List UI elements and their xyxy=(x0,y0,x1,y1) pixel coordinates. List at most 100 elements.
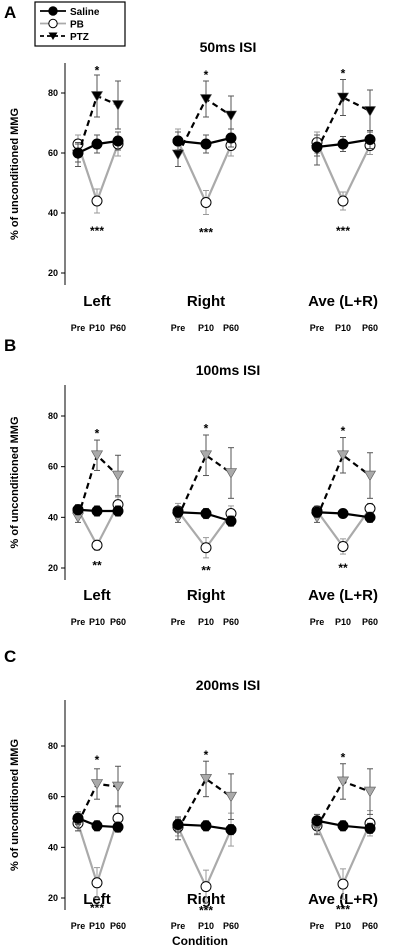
condition-label: P10 xyxy=(89,617,105,627)
data-point xyxy=(200,138,212,150)
condition-label: P60 xyxy=(110,921,126,931)
legend-label: Saline xyxy=(70,7,100,18)
data-point xyxy=(90,779,104,790)
panels: A 50ms ISI 20 40 60 80 % of unconditioned MMG L… xyxy=(4,3,378,931)
y-tick-label: 60 xyxy=(48,148,58,158)
group-label: Left xyxy=(83,293,111,310)
data-point xyxy=(112,821,124,833)
condition-label: Pre xyxy=(310,323,325,333)
significance-label: ** xyxy=(201,564,211,578)
group-label: Left xyxy=(83,891,111,908)
condition-label: Pre xyxy=(171,617,186,627)
group-label: Left xyxy=(83,587,111,604)
series-pb xyxy=(72,805,376,904)
condition-label: Pre xyxy=(71,921,86,931)
data-point xyxy=(172,819,184,831)
data-point xyxy=(337,540,349,552)
panel-b: B 100ms ISI 20 40 60 80 % of unconditioned MMG… xyxy=(4,336,378,627)
y-axis-label: % of unconditioned MMG xyxy=(9,739,21,871)
series-line xyxy=(315,453,371,518)
y-axis-label: % of unconditioned MMG xyxy=(9,108,21,240)
condition-label: Pre xyxy=(71,617,86,627)
data-point xyxy=(224,110,238,122)
group-label: Ave (L+R) xyxy=(308,587,378,604)
legend-entry-ptz: PTZ xyxy=(40,32,89,43)
panel-c: C 200ms ISI 20 40 60 80 % of unconditioned MMG… xyxy=(4,647,378,931)
condition-label: P60 xyxy=(223,921,239,931)
data-point xyxy=(364,134,376,145)
data-point xyxy=(91,877,103,889)
condition-label: Pre xyxy=(171,323,186,333)
data-point xyxy=(337,138,349,150)
condition-label: P10 xyxy=(89,921,105,931)
significance-label: * xyxy=(341,67,346,81)
condition-label: Pre xyxy=(71,323,86,333)
data-point xyxy=(225,132,237,144)
data-point xyxy=(111,781,125,793)
data-point xyxy=(363,470,377,482)
data-point xyxy=(200,820,212,832)
data-point xyxy=(363,786,377,798)
y-tick-label: 80 xyxy=(48,411,58,421)
data-point xyxy=(91,195,103,207)
legend-entry-saline: Saline xyxy=(40,6,100,18)
data-point xyxy=(91,539,103,551)
significance-label: * xyxy=(341,750,346,764)
data-point xyxy=(200,508,212,520)
condition-label: P10 xyxy=(198,617,214,627)
data-point xyxy=(337,820,349,832)
series-line xyxy=(77,782,119,824)
data-point xyxy=(311,506,323,518)
y-tick-label: 80 xyxy=(48,88,58,98)
significance-label: ** xyxy=(92,558,102,572)
data-point xyxy=(224,468,238,479)
data-point xyxy=(90,450,104,461)
condition-label: P60 xyxy=(223,323,239,333)
panel-title: 50ms ISI xyxy=(200,39,257,55)
data-point xyxy=(112,135,124,147)
data-point xyxy=(364,511,376,523)
data-point xyxy=(91,138,103,150)
data-point xyxy=(311,815,323,827)
data-point xyxy=(336,776,350,788)
data-point xyxy=(337,195,349,207)
legend-label: PB xyxy=(70,20,84,31)
condition-label: P60 xyxy=(110,617,126,627)
significance-label: *** xyxy=(336,902,350,916)
panel-title: 200ms ISI xyxy=(196,677,261,693)
panel-label: C xyxy=(4,647,16,666)
data-point xyxy=(200,881,212,893)
condition-label: Pre xyxy=(171,921,186,931)
condition-label: P60 xyxy=(362,921,378,931)
y-tick-label: 60 xyxy=(48,462,58,472)
data-point xyxy=(311,141,323,153)
condition-label: P60 xyxy=(362,323,378,333)
y-tick-label: 40 xyxy=(48,512,58,522)
condition-label: P10 xyxy=(335,921,351,931)
significance-label: *** xyxy=(336,224,350,238)
significance-label: *** xyxy=(90,901,104,915)
condition-label: P10 xyxy=(335,617,351,627)
significance-label: * xyxy=(95,64,100,78)
series-saline xyxy=(72,128,376,163)
legend-marker xyxy=(48,32,58,40)
figure-xlabel: Condition xyxy=(172,934,228,948)
significance-label: * xyxy=(204,748,209,762)
data-point xyxy=(72,504,84,516)
group-label: Ave (L+R) xyxy=(308,293,378,310)
significance-label: * xyxy=(341,424,346,438)
legend-marker xyxy=(48,18,58,29)
significance-label: *** xyxy=(90,224,104,238)
series-saline xyxy=(72,811,376,836)
data-point xyxy=(337,508,349,520)
panel-label: A xyxy=(4,3,16,22)
data-point xyxy=(72,812,84,824)
panel-label: B xyxy=(4,336,16,355)
y-tick-label: 40 xyxy=(48,842,58,852)
data-point xyxy=(172,135,184,147)
y-tick-label: 20 xyxy=(48,563,58,573)
condition-label: P10 xyxy=(198,323,214,333)
significance-label: *** xyxy=(199,226,213,240)
